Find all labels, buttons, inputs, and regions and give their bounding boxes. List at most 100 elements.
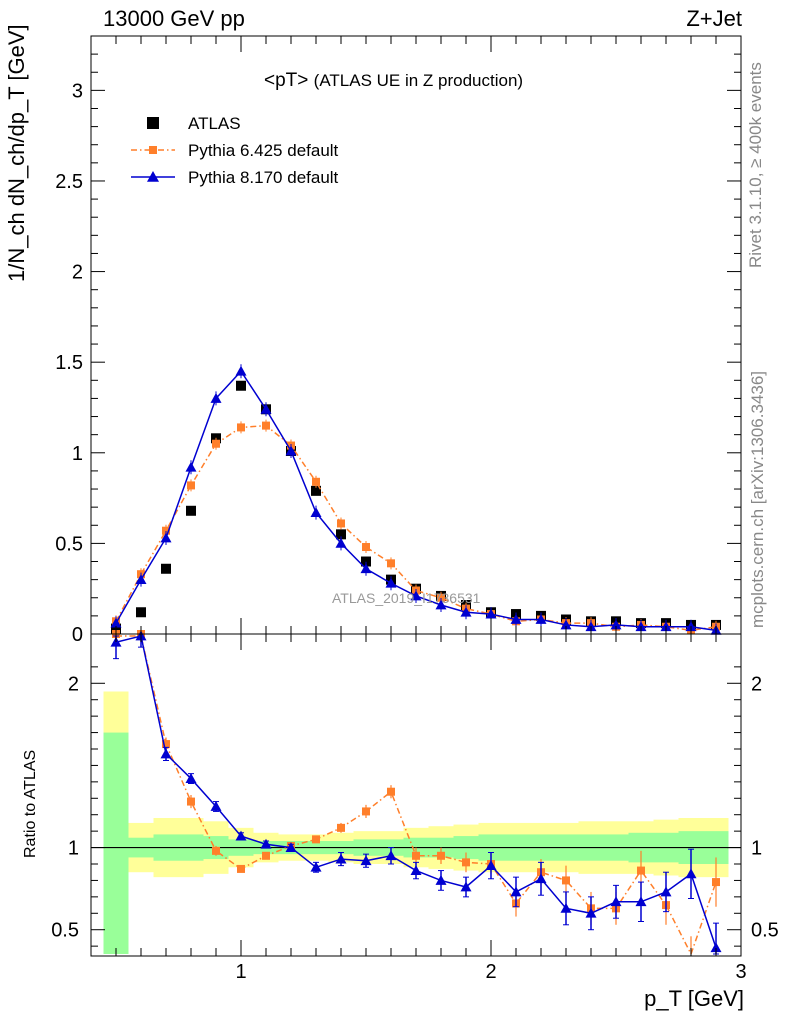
pythia8-data-point (110, 617, 122, 628)
ratio-band-inner (103, 732, 129, 954)
pythia6-ratio-point (187, 797, 195, 806)
pythia8-ratio-point (635, 896, 647, 907)
pythia8-data-point (385, 577, 397, 588)
pythia6-data-point (437, 593, 445, 602)
pythia6-data-point (387, 559, 395, 568)
pythia8-data-point (535, 614, 547, 624)
upper-y-tick-label: 1.5 (55, 352, 83, 374)
rivet-label: Rivet 3.1.10, ≥ 400k events (746, 62, 765, 268)
pythia8-ratio-point (485, 860, 497, 871)
legend-pythia8-marker (147, 171, 159, 182)
pythia6-data-point (362, 543, 370, 552)
lower-y-tick-label-right: 2 (751, 673, 762, 695)
upper-y-tick-label: 3 (72, 80, 83, 102)
pythia6-ratio-point (712, 878, 720, 887)
pythia8-data-point (485, 608, 497, 619)
pythia6-ratio-point (337, 823, 345, 832)
upper-y-axis-label: 1/N_ch dN_ch/dp_T [GeV] (4, 24, 30, 282)
atlas-data-point (236, 380, 246, 391)
pythia8-ratio-point (610, 896, 622, 907)
pythia8-ratio-point (285, 842, 297, 852)
plot-title-sub: (ATLAS UE in Z production) (313, 71, 524, 90)
legend: ATLAS Pythia 6.425 default Pythia 8.170 de… (131, 114, 339, 187)
pythia8-data-point (185, 461, 197, 472)
pythia6-ratio-point (162, 740, 170, 749)
ratio-band-layer (103, 691, 729, 954)
pythia8-ratio-point (535, 873, 547, 884)
atlas-data-point (311, 485, 321, 496)
lower-y-tick-label-right: 0.5 (751, 920, 779, 942)
lower-y-tick-label: 2 (68, 673, 79, 695)
pythia6-ratio-point (237, 864, 245, 873)
series-layer (110, 630, 722, 956)
pythia6-data-point (212, 439, 220, 448)
x-tick-label: 2 (485, 961, 496, 983)
pythia8-ratio-line (115, 635, 717, 949)
pythia6-ratio-point (362, 807, 370, 816)
plot-title-main: <pT> (264, 70, 309, 91)
pythia8-ratio-point (210, 801, 222, 811)
lower-y-tick-label: 0.5 (51, 920, 79, 942)
pythia6-ratio-point (412, 851, 420, 860)
upper-y-tick-label: 1 (72, 443, 83, 465)
upper-y-tick-label: 2 (72, 262, 83, 284)
pythia8-ratio-point (260, 838, 272, 849)
pythia6-ratio-point (262, 851, 270, 860)
pythia8-ratio-point (660, 886, 672, 897)
pythia8-data-point (360, 563, 372, 574)
pythia8-data-point (460, 606, 472, 617)
pythia6-data-point (312, 477, 320, 486)
lower-y-tick-label: 1 (68, 838, 79, 860)
pythia8-data-point (560, 619, 572, 630)
pythia8-ratio-point (310, 861, 322, 872)
pythia8-ratio-point (410, 865, 422, 875)
header-left: 13000 GeV pp (103, 6, 245, 31)
pythia8-ratio-point (185, 773, 197, 783)
pythia8-ratio-point (235, 830, 247, 841)
x-tick-label: 3 (735, 961, 746, 983)
legend-atlas-marker (147, 117, 159, 129)
pythia8-data-point (435, 599, 447, 610)
header-right: Z+Jet (686, 6, 742, 31)
pythia6-data-point (337, 519, 345, 528)
upper-y-tick-label: 0 (72, 624, 83, 646)
atlas-data-point (161, 563, 171, 574)
pythia6-ratio-point (212, 846, 220, 855)
pythia8-ratio-point (510, 886, 522, 897)
lower-y-axis-label: Ratio to ATLAS (22, 750, 40, 858)
pythia6-ratio-point (387, 787, 395, 796)
pythia8-data-point (310, 507, 322, 517)
pythia8-data-point (510, 614, 522, 624)
mcplots-label: mcplots.cern.ch [arXiv:1306.3436] (748, 370, 767, 628)
upper-y-axis-label-text: 1/N_ch dN_ch/dp_T [GeV] (4, 24, 29, 282)
plot-title: <pT> (ATLAS UE in Z production) (264, 70, 523, 92)
pythia8-data-point (135, 574, 147, 585)
pythia6-ratio-point (437, 851, 445, 860)
pythia6-ratio-point (312, 835, 320, 844)
x-axis-label: p_T [GeV] (644, 986, 744, 1012)
pythia8-data-point (260, 403, 272, 414)
lower-y-tick-label-right: 1 (751, 838, 762, 860)
pythia6-data-point (162, 526, 170, 535)
legend-entry-label: Pythia 6.425 default (188, 141, 339, 160)
atlas-data-point (361, 556, 371, 567)
legend-pythia6-marker (149, 146, 157, 154)
pythia6-data-point (187, 481, 195, 490)
pythia8-ratio-point (560, 902, 572, 913)
legend-entry-label: Pythia 8.170 default (188, 168, 339, 187)
pythia8-ratio-point (435, 874, 447, 885)
pythia8-ratio-point (685, 868, 697, 879)
pythia8-ratio-point (710, 942, 722, 953)
pythia6-data-point (237, 423, 245, 432)
upper-y-tick-label: 2.5 (55, 171, 83, 193)
lower-y-axis-label-text: Ratio to ATLAS (22, 749, 39, 858)
pythia8-data-point (160, 532, 172, 543)
watermark: ATLAS_2019_I1736531 (332, 590, 481, 606)
pythia8-data-point (610, 619, 622, 630)
pythia8-ratio-point (335, 853, 347, 864)
pythia8-ratio-point (360, 855, 372, 866)
pythia6-ratio-point (562, 876, 570, 885)
atlas-data-point (186, 505, 196, 516)
pythia8-data-point (210, 392, 222, 403)
